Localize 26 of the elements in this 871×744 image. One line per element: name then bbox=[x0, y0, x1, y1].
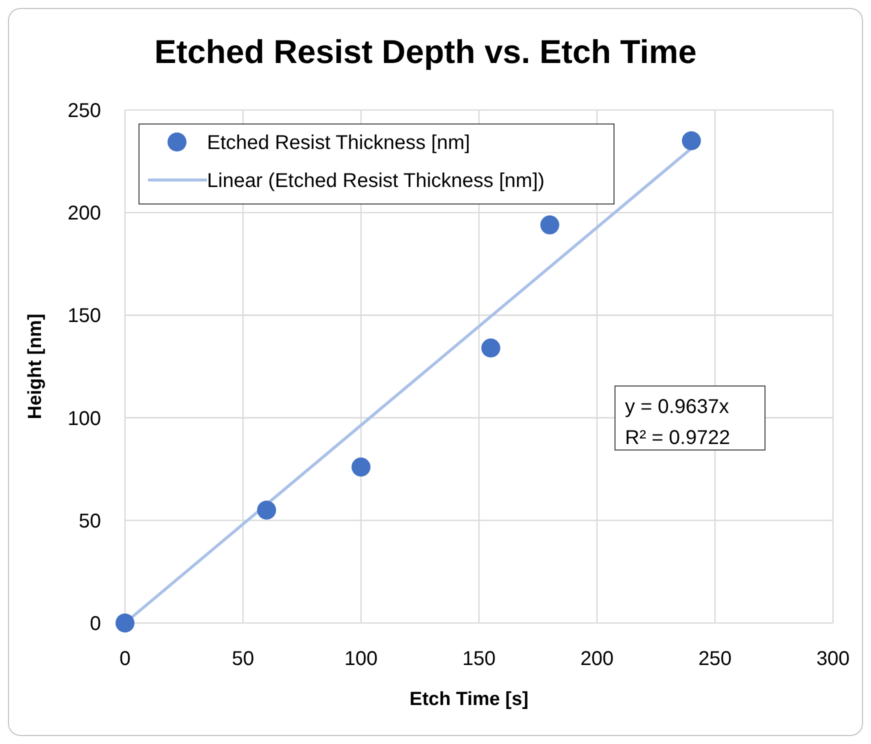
y-tick-label: 250 bbox=[68, 100, 101, 122]
x-tick-label: 150 bbox=[462, 648, 496, 670]
annotation: y = 0.9637x bbox=[625, 396, 729, 418]
x-tick-label: 100 bbox=[344, 648, 378, 670]
chart-title: Etched Resist Depth vs. Etch Time bbox=[154, 33, 697, 70]
point bbox=[682, 131, 701, 150]
x-tick-label: 250 bbox=[698, 648, 732, 670]
x-tick-label: 300 bbox=[816, 648, 850, 670]
y-tick-label: 100 bbox=[68, 408, 101, 430]
legend-label: Linear (Etched Resist Thickness [nm]) bbox=[207, 170, 545, 192]
point bbox=[352, 458, 370, 477]
annotation: R² = 0.9722 bbox=[625, 427, 730, 449]
point bbox=[116, 614, 134, 632]
x-tick-label: 50 bbox=[232, 648, 254, 670]
y-tick-label: 200 bbox=[68, 202, 101, 225]
point bbox=[540, 215, 560, 234]
point bbox=[481, 338, 500, 358]
point bbox=[257, 500, 276, 520]
legend-label: Etched Resist Thickness [nm] bbox=[207, 132, 470, 154]
y-axis-title: Height [nm] bbox=[25, 314, 46, 420]
y-tick-label: 0 bbox=[90, 613, 101, 635]
x-tick-label: 200 bbox=[580, 648, 614, 670]
y-tick-label: 150 bbox=[68, 305, 101, 328]
y-tick-label: 50 bbox=[78, 510, 101, 532]
x-tick-label: 0 bbox=[119, 648, 131, 670]
x-axis-title: Etch Time [s] bbox=[410, 689, 528, 710]
